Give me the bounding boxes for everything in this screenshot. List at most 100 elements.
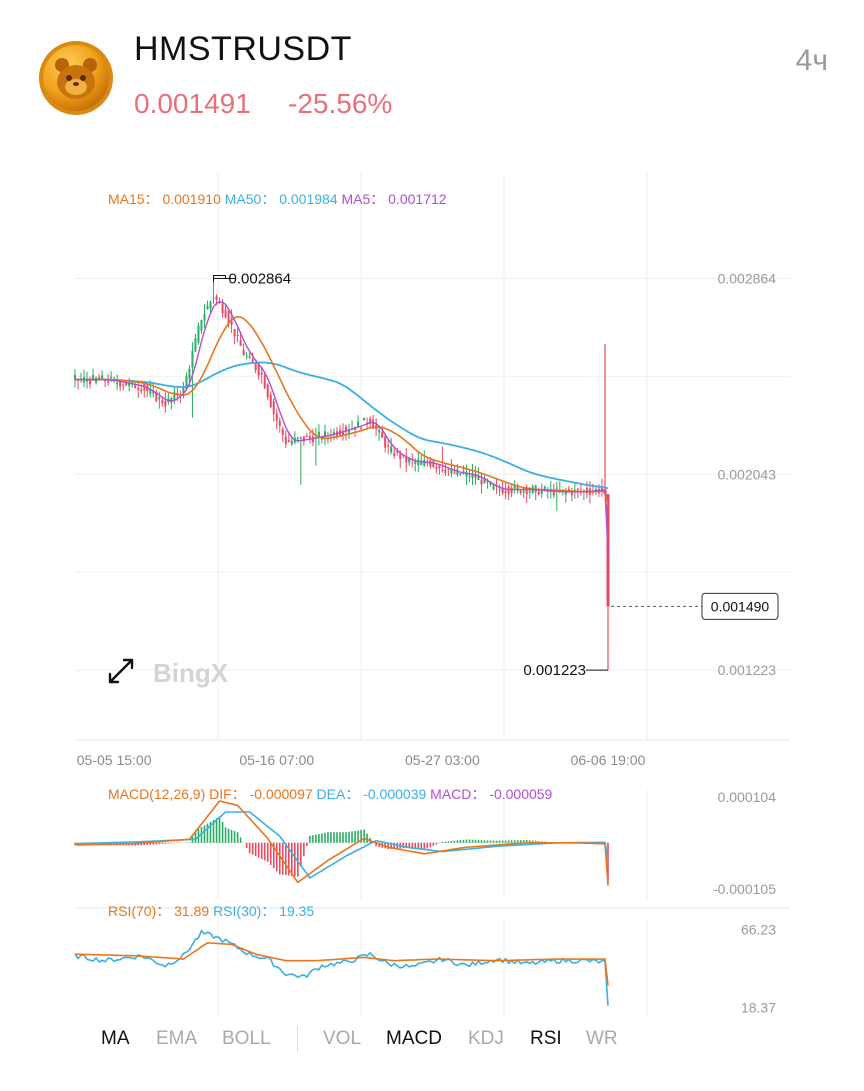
indicator-tab-boll[interactable]: BOLL — [222, 1028, 271, 1049]
candle-body — [221, 303, 224, 314]
candle-body — [345, 426, 348, 432]
candle-body — [308, 436, 311, 439]
candle-body — [360, 427, 363, 429]
candle-body — [299, 437, 302, 439]
candle-body — [215, 296, 218, 300]
candle-body — [594, 489, 597, 491]
candle-body — [537, 491, 540, 495]
time-axis-label: 05-16 07:00 — [239, 752, 314, 768]
candle-body — [540, 489, 543, 494]
candle-body — [122, 384, 125, 386]
price-axis-label: 0.002864 — [718, 270, 777, 286]
candle-body — [296, 437, 299, 439]
indicator-tab-macd[interactable]: MACD — [386, 1028, 442, 1049]
interval-selector[interactable]: 4ч — [795, 44, 828, 77]
candle-body — [474, 474, 477, 478]
candle-body — [357, 421, 360, 427]
candle-body — [450, 468, 453, 474]
candle-body — [372, 419, 375, 429]
candle-body — [489, 481, 492, 485]
macd-axis-label: 0.000104 — [718, 789, 777, 805]
candle-body — [369, 418, 372, 424]
indicator-tab-ema[interactable]: EMA — [156, 1028, 198, 1049]
price-change-percent: -25.56% — [288, 88, 393, 119]
candle-body — [227, 310, 230, 324]
price-chart[interactable]: MA15： 0.001910 MA50： 0.001984 MA5： 0.001… — [0, 160, 864, 1016]
ma5-line — [75, 301, 609, 554]
candle-body — [435, 466, 438, 469]
candle-body — [224, 309, 227, 318]
candle-body — [332, 431, 335, 435]
low-price-label: 0.001223 — [523, 662, 586, 679]
candle-body — [567, 488, 570, 492]
candle-body — [438, 465, 441, 469]
candle-body — [453, 472, 456, 474]
candle-body — [86, 380, 89, 382]
candle-body — [423, 459, 426, 466]
last-price-box-label: 0.001490 — [711, 598, 770, 614]
candle-body — [519, 490, 522, 494]
time-axis-label: 05-27 03:00 — [405, 752, 480, 768]
candle-body — [393, 453, 396, 456]
candle-body — [387, 445, 390, 447]
candle-body — [101, 375, 104, 379]
candle-body — [501, 487, 504, 494]
candle-body — [486, 481, 489, 483]
ma50-line — [75, 361, 609, 490]
candle-body — [459, 473, 462, 475]
price-axis-label: 0.002043 — [718, 466, 777, 482]
candle-body — [399, 453, 402, 460]
candle-body — [525, 486, 528, 495]
rsi-axis-label: 18.37 — [741, 999, 776, 1015]
candle-body — [432, 460, 435, 467]
indicator-tab-kdj[interactable]: KDJ — [468, 1028, 504, 1049]
candle-body — [149, 389, 152, 394]
candle-body — [161, 399, 164, 404]
candle-body — [98, 376, 101, 380]
indicator-tab-vol[interactable]: VOL — [323, 1028, 362, 1049]
candle-body — [329, 436, 332, 438]
indicator-tab-bar: MA EMA BOLL VOL MACD KDJ RSI WR — [0, 1016, 864, 1060]
candle-body — [305, 436, 308, 438]
candle-body — [522, 490, 525, 493]
candle-body — [585, 488, 588, 494]
candle-body — [302, 436, 305, 442]
candle-body — [543, 486, 546, 490]
candle-body — [164, 401, 167, 407]
dif-line — [74, 800, 609, 886]
candle-body — [390, 446, 393, 453]
expand-icon[interactable] — [108, 658, 134, 684]
candle-body — [203, 313, 206, 321]
candle-body — [564, 491, 567, 495]
candle-body — [510, 487, 513, 494]
candle-body — [242, 349, 245, 356]
candle-body — [188, 368, 191, 379]
candle-body — [275, 413, 278, 421]
candle-body — [504, 490, 507, 493]
indicator-tab-rsi[interactable]: RSI — [530, 1028, 562, 1049]
candle-body — [546, 490, 549, 492]
candle-body — [269, 394, 272, 408]
candle-body — [152, 390, 155, 394]
candle-body — [125, 381, 128, 386]
candle-body — [206, 305, 209, 310]
candle-body — [462, 471, 465, 473]
candle-body — [405, 456, 408, 463]
candle-body — [498, 489, 501, 491]
candle-body — [89, 380, 92, 384]
candle-body — [110, 376, 113, 379]
candle-body — [140, 389, 143, 392]
candle-body — [528, 491, 531, 493]
candle-body — [447, 469, 450, 471]
candle-body — [128, 382, 131, 387]
rsi-legend: RSI(70)： 31.89 RSI(30)： 19.35 — [108, 903, 314, 919]
candle-body — [266, 384, 269, 398]
ticker-header: HMSTRUSDT 0.001491 -25.56% 4ч — [0, 0, 864, 140]
hamster-coin-icon — [38, 40, 114, 116]
candle-body — [570, 490, 573, 496]
candle-body — [417, 459, 420, 465]
indicator-tab-ma[interactable]: MA — [101, 1028, 130, 1049]
candle-body — [173, 391, 176, 402]
indicator-tab-wr[interactable]: WR — [586, 1028, 618, 1049]
candle-body — [444, 469, 447, 473]
